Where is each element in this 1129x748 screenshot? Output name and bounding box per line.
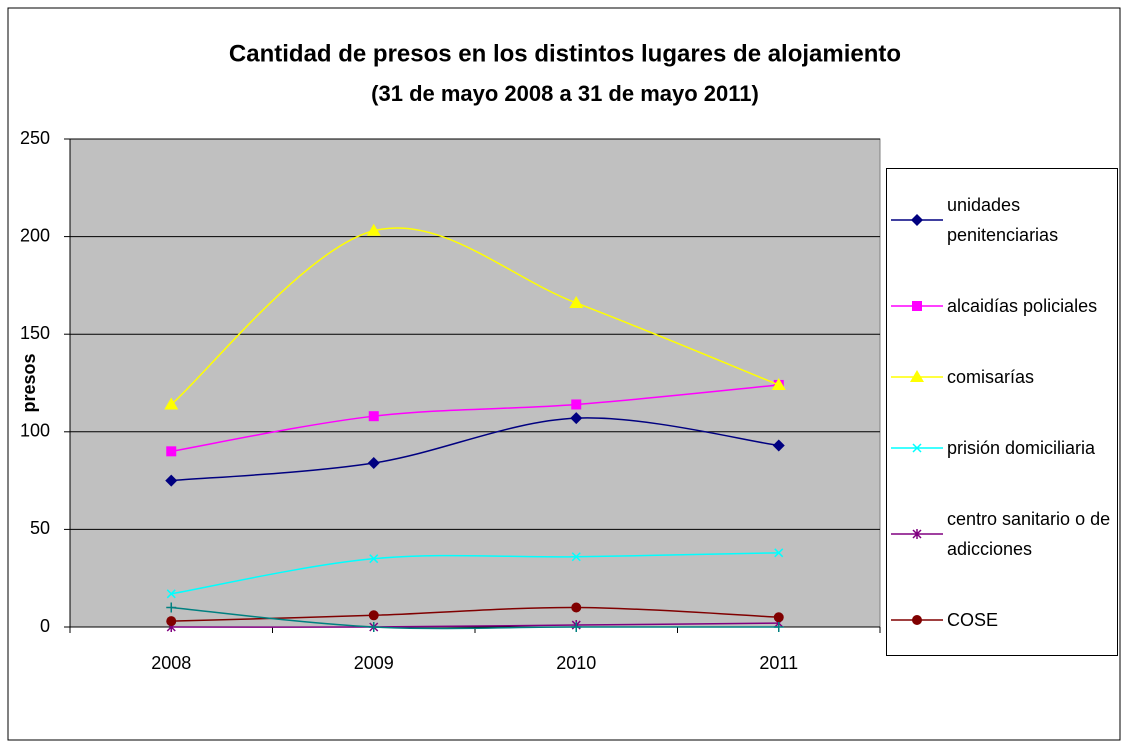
legend-swatch <box>891 528 943 539</box>
legend-swatch <box>891 442 943 453</box>
data-point <box>771 377 786 390</box>
data-point <box>772 439 785 452</box>
data-point <box>774 548 784 558</box>
legend-item: comisarías <box>887 362 1117 392</box>
legend-label: unidades penitenciarias <box>947 194 1059 245</box>
y-tick-label: 150 <box>20 323 50 343</box>
series-line <box>171 384 779 453</box>
series-line <box>171 552 779 595</box>
y-tick-label: 250 <box>20 128 50 148</box>
legend-label: COSE <box>947 609 999 630</box>
y-axis-label: presos <box>19 353 39 412</box>
y-tick-label: 0 <box>40 616 50 636</box>
data-point <box>368 411 379 422</box>
legend-item: centro sanitario o de adicciones <box>887 504 1117 564</box>
series-line <box>171 622 779 628</box>
data-point <box>571 399 582 410</box>
y-tick-label: 50 <box>30 518 50 538</box>
x-tick-label: 2009 <box>354 653 394 673</box>
chart-title: Cantidad de presos en los distintos luga… <box>229 40 901 67</box>
data-point <box>368 622 379 632</box>
data-point <box>368 610 379 621</box>
data-point <box>773 622 784 632</box>
series-line <box>171 606 779 630</box>
data-point <box>571 602 582 613</box>
series-line <box>171 417 779 482</box>
y-tick-label: 100 <box>20 421 50 441</box>
legend: unidades penitenciarias alcaidías policia… <box>886 168 1118 656</box>
legend-swatch <box>891 213 943 226</box>
x-tick-label: 2008 <box>151 653 191 673</box>
legend-marker <box>912 442 922 453</box>
legend-label: prisión domiciliaria <box>947 437 1096 458</box>
data-point <box>166 446 177 457</box>
x-tick-label: 2011 <box>759 653 798 673</box>
series-line <box>171 606 779 622</box>
legend-swatch <box>891 614 943 625</box>
legend-swatch <box>891 369 943 382</box>
data-point <box>773 612 784 623</box>
legend-marker <box>912 528 922 539</box>
data-point <box>369 554 379 564</box>
legend-item: COSE <box>887 605 1117 635</box>
data-point <box>571 622 582 632</box>
data-point <box>569 295 584 308</box>
data-point <box>367 457 380 470</box>
legend-item: unidades penitenciarias <box>887 190 1117 250</box>
data-point <box>570 412 583 425</box>
legend-marker <box>912 300 922 311</box>
data-point <box>571 552 581 562</box>
legend-label: alcaidías policiales <box>947 295 1098 316</box>
data-point <box>165 474 178 487</box>
legend-item: prisión domiciliaria <box>887 433 1117 463</box>
legend-marker <box>912 614 922 625</box>
legend-item: alcaidías policiales <box>887 291 1117 321</box>
data-point <box>166 589 176 599</box>
legend-marker <box>911 213 923 226</box>
data-point <box>366 223 381 236</box>
data-point <box>166 602 177 613</box>
plot-area <box>69 138 881 628</box>
legend-marker <box>910 369 924 382</box>
legend-label: comisarías <box>947 366 1035 387</box>
chart-subtitle: (31 de mayo 2008 a 31 de mayo 2011) <box>371 81 759 106</box>
x-tick-label: 2010 <box>556 653 596 673</box>
legend-label: centro sanitario o de adicciones <box>947 508 1111 559</box>
series-line <box>170 227 780 406</box>
data-point <box>164 397 179 410</box>
legend-swatch <box>891 300 943 311</box>
data-point <box>166 616 177 627</box>
y-tick-label: 200 <box>20 225 50 245</box>
